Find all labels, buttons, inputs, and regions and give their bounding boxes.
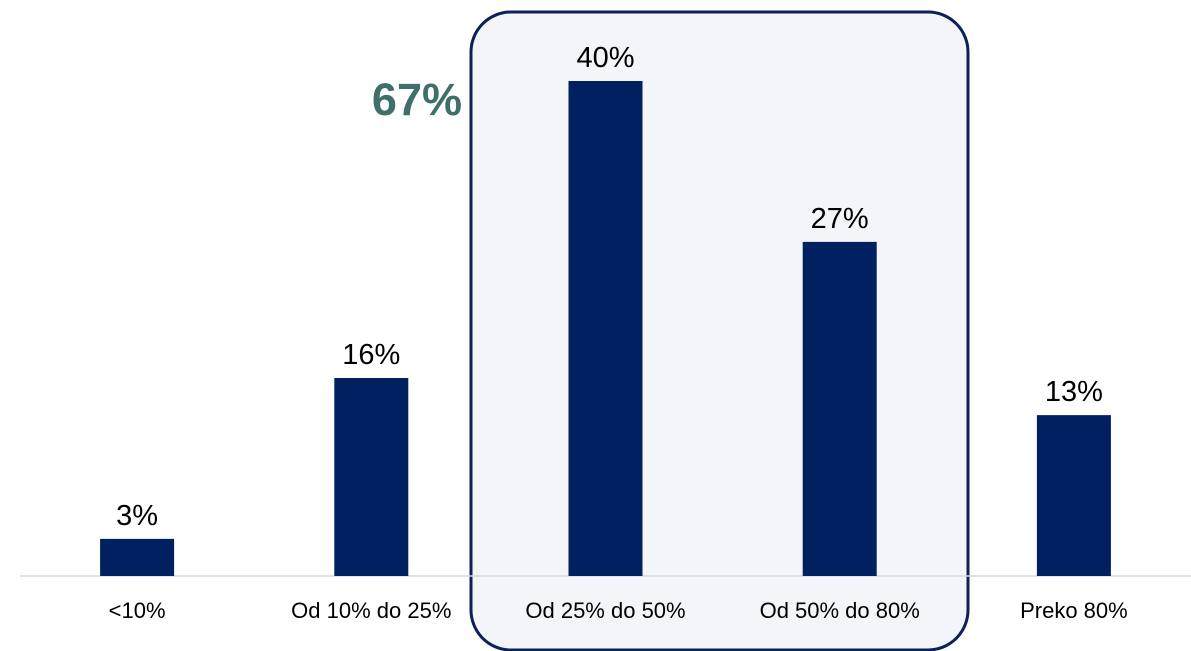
bar-1 bbox=[334, 378, 409, 576]
tick-label-3: Od 50% do 80% bbox=[760, 598, 920, 623]
bar-2 bbox=[568, 81, 643, 576]
tick-labels-group: <10% Od 10% do 25% Od 25% do 50% Od 50% do … bbox=[109, 598, 1128, 623]
bar-0 bbox=[100, 538, 175, 576]
value-label-3: 27% bbox=[811, 203, 869, 235]
bar-3 bbox=[802, 241, 877, 576]
tick-label-0: <10% bbox=[109, 598, 166, 623]
value-labels-group: 3% 16% 40% 27% 13% bbox=[116, 42, 1103, 532]
bars-group bbox=[100, 81, 1111, 576]
highlight-label: 67% bbox=[372, 74, 462, 125]
value-label-1: 16% bbox=[342, 339, 400, 371]
tick-label-1: Od 10% do 25% bbox=[291, 598, 451, 623]
highlight-box bbox=[469, 10, 970, 651]
value-label-0: 3% bbox=[116, 500, 158, 532]
tick-label-4: Preko 80% bbox=[1020, 598, 1128, 623]
bar-4 bbox=[1036, 415, 1111, 576]
tick-label-2: Od 25% do 50% bbox=[525, 598, 685, 623]
value-label-2: 40% bbox=[576, 42, 634, 74]
value-label-4: 13% bbox=[1045, 376, 1103, 408]
